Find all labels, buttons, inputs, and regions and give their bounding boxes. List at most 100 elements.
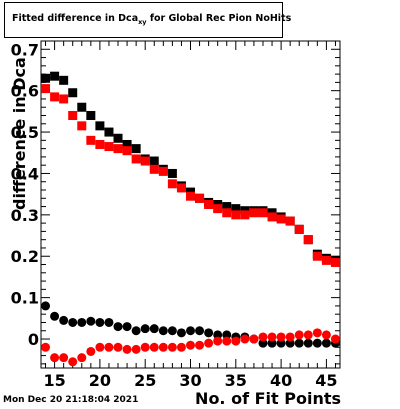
data-point-circle xyxy=(267,332,277,342)
plot-title-main: Fitted difference in Dca xyxy=(12,13,139,24)
data-point-circle xyxy=(195,326,205,336)
data-point-circle xyxy=(50,353,60,363)
timestamp: Mon Dec 20 21:18:04 2021 xyxy=(3,395,139,405)
x-tick-label: 20 xyxy=(89,371,111,390)
data-point-square xyxy=(204,200,214,209)
data-markers xyxy=(41,71,340,367)
data-point-circle xyxy=(86,316,96,326)
data-point-square xyxy=(113,144,123,154)
data-point-circle xyxy=(167,326,177,336)
data-point-square xyxy=(41,84,51,94)
data-point-circle xyxy=(294,330,304,340)
data-point-circle xyxy=(321,338,331,348)
data-point-circle xyxy=(77,317,87,327)
data-point-circle xyxy=(131,344,141,354)
data-point-circle xyxy=(122,322,132,332)
data-point-circle xyxy=(158,326,168,336)
data-point-square xyxy=(104,142,114,152)
data-point-circle xyxy=(204,338,214,348)
data-point-circle xyxy=(113,322,123,332)
data-point-circle xyxy=(176,328,186,338)
data-point-square xyxy=(258,208,268,218)
data-point-square xyxy=(104,127,114,137)
data-point-square xyxy=(113,133,123,143)
y-tick-label: 0.3 xyxy=(11,206,39,225)
data-point-square xyxy=(149,156,159,166)
y-tick-label: 0 xyxy=(28,330,39,349)
data-point-square xyxy=(95,139,105,149)
data-point-square xyxy=(240,210,250,220)
data-point-circle xyxy=(86,346,96,356)
y-tick-label: 0.4 xyxy=(11,164,39,183)
data-point-circle xyxy=(213,330,223,340)
data-point-square xyxy=(122,139,132,149)
data-point-square xyxy=(303,235,313,245)
data-point-circle xyxy=(222,330,232,340)
data-point-square xyxy=(285,216,295,226)
plot-title: Fitted difference in Dcaxy for Global Re… xyxy=(12,13,291,26)
x-axis-ticks xyxy=(45,41,336,368)
data-point-square xyxy=(186,191,195,201)
data-point-square xyxy=(95,121,105,131)
data-point-circle xyxy=(186,340,195,350)
data-point-circle xyxy=(285,332,295,342)
data-point-square xyxy=(131,144,141,154)
data-point-square xyxy=(68,111,78,121)
data-point-circle xyxy=(131,326,141,336)
data-point-circle xyxy=(158,342,168,352)
data-point-circle xyxy=(77,353,87,363)
data-point-square xyxy=(59,75,69,85)
data-point-circle xyxy=(276,338,286,348)
series-1 xyxy=(41,71,340,265)
data-point-square xyxy=(213,204,223,214)
data-point-circle xyxy=(50,311,60,321)
data-point-circle xyxy=(285,338,295,348)
data-point-square xyxy=(167,168,177,178)
data-point-square xyxy=(195,193,205,203)
data-point-square xyxy=(86,135,96,145)
plot-title-box: Fitted difference in Dcaxy for Global Re… xyxy=(4,2,291,38)
data-point-square xyxy=(167,179,177,189)
y-tick-label: 0.5 xyxy=(11,123,39,142)
data-point-circle xyxy=(176,342,186,352)
x-tick-label: 25 xyxy=(134,371,156,390)
data-point-circle xyxy=(167,342,177,352)
data-point-circle xyxy=(321,330,331,340)
data-point-circle xyxy=(222,336,232,346)
data-point-circle xyxy=(231,336,241,346)
x-tick-label: 15 xyxy=(43,371,65,390)
data-point-square xyxy=(294,224,304,234)
data-point-square xyxy=(249,208,259,218)
y-tick-label: 0.7 xyxy=(11,40,39,59)
data-point-square xyxy=(222,208,232,218)
data-point-circle xyxy=(59,353,69,363)
data-point-square xyxy=(231,204,241,214)
y-axis-ticks xyxy=(41,40,340,365)
data-point-square xyxy=(59,94,69,104)
data-point-square xyxy=(50,71,60,81)
data-point-square xyxy=(222,202,232,212)
data-point-circle xyxy=(95,342,105,352)
series-3 xyxy=(41,301,340,348)
data-point-circle xyxy=(258,338,268,348)
data-point-square xyxy=(131,154,141,164)
x-axis-tick-labels: 15 20 25 30 35 40 45 xyxy=(43,371,337,390)
data-point-circle xyxy=(104,342,114,352)
data-point-square xyxy=(330,257,340,267)
data-point-circle xyxy=(312,328,322,338)
data-point-circle xyxy=(240,334,250,344)
y-tick-label: 0.1 xyxy=(11,289,39,308)
data-point-square xyxy=(312,251,322,261)
data-point-circle xyxy=(294,338,304,348)
series-4 xyxy=(41,328,340,367)
data-point-circle xyxy=(303,338,313,348)
data-point-circle xyxy=(312,338,322,348)
data-point-circle xyxy=(258,332,268,342)
x-tick-label: 35 xyxy=(225,371,247,390)
data-point-square xyxy=(77,102,87,112)
data-point-circle xyxy=(204,328,214,338)
data-point-square xyxy=(68,88,78,98)
data-point-circle xyxy=(249,334,259,344)
data-point-circle xyxy=(113,342,123,352)
